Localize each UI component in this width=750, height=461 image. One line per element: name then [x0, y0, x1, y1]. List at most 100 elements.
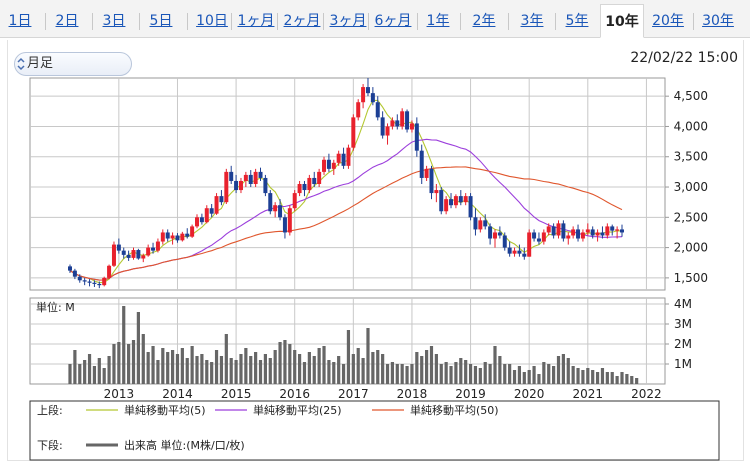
- volume-bar: [351, 354, 355, 384]
- candle-body: [610, 226, 615, 231]
- volume-bar: [488, 364, 492, 384]
- tab-2ヶ月[interactable]: 2ヶ月: [283, 13, 321, 29]
- tab-1日[interactable]: 1日: [8, 13, 32, 29]
- volume-bar: [415, 352, 419, 384]
- volume-bar: [156, 360, 160, 384]
- tab-1ヶ月[interactable]: 1ヶ月: [237, 13, 275, 29]
- volume-bar: [278, 342, 282, 384]
- volume-bar: [581, 370, 585, 384]
- volume-bar: [390, 362, 395, 384]
- tab-3年[interactable]: 3年: [520, 13, 544, 29]
- volume-bar: [395, 364, 399, 384]
- y-tick-label: 3,000: [674, 180, 708, 194]
- candle-body: [405, 111, 410, 130]
- legend-upper-label: 上段:: [37, 403, 63, 417]
- tab-10日[interactable]: 10日: [196, 13, 228, 29]
- volume-bar: [625, 374, 629, 384]
- tab-3日[interactable]: 3日: [102, 13, 126, 29]
- candle-body: [68, 266, 72, 271]
- candle-body: [258, 171, 263, 178]
- candle-body: [488, 226, 493, 239]
- tab-separator: [139, 13, 140, 30]
- tab-5年[interactable]: 5年: [565, 13, 589, 29]
- volume-bar: [552, 366, 556, 384]
- volume-bar: [449, 366, 453, 384]
- candle-body: [204, 208, 209, 223]
- tab-3ヶ月[interactable]: 3ヶ月: [329, 13, 367, 29]
- volume-bar: [293, 350, 297, 384]
- candle-body: [541, 232, 546, 242]
- legend-frame: [29, 400, 720, 461]
- tab-5日[interactable]: 5日: [149, 13, 173, 29]
- candle-body: [483, 220, 488, 227]
- tab-separator: [508, 13, 509, 30]
- volume-bar: [273, 350, 277, 384]
- tab-30年[interactable]: 30年: [702, 13, 734, 29]
- volume-bar: [141, 334, 145, 384]
- candle-body: [449, 199, 454, 206]
- volume-bar: [151, 346, 155, 384]
- candle-body: [571, 229, 576, 236]
- volume-bar: [556, 356, 561, 384]
- volume-bar: [322, 346, 326, 384]
- volume-bar: [600, 368, 605, 384]
- volume-bar: [586, 368, 590, 384]
- candle-body: [317, 171, 322, 184]
- candle-period-select[interactable]: 月足: [14, 52, 132, 76]
- y-tick-label: 2,000: [674, 241, 708, 255]
- y-tick-label: 4,500: [674, 89, 708, 103]
- legend-ma5-label: 単純移動平均(5): [124, 403, 206, 417]
- candle-body: [229, 171, 234, 181]
- tab-separator: [92, 13, 93, 30]
- y-tick-label: 4,000: [674, 119, 708, 133]
- candle-body: [361, 87, 366, 103]
- x-tick-label: 2013: [104, 387, 135, 401]
- candle-body: [517, 250, 522, 254]
- candle-body: [527, 232, 532, 257]
- volume-bar: [439, 364, 443, 384]
- tab-separator: [187, 13, 188, 30]
- volume-bar: [239, 354, 243, 384]
- volume-bar: [537, 374, 541, 384]
- candle-body: [312, 177, 317, 184]
- volume-y-tick-label: 2M: [674, 337, 692, 351]
- tab-2日[interactable]: 2日: [55, 13, 79, 29]
- candle-body: [615, 229, 620, 231]
- volume-bar: [78, 364, 82, 384]
- chevron-up-down-icon: [17, 57, 25, 71]
- candle-body: [512, 250, 517, 254]
- candle-body: [429, 168, 434, 194]
- volume-bar: [371, 352, 375, 384]
- candle-body: [605, 226, 610, 236]
- volume-bar: [146, 352, 150, 384]
- tab-20年[interactable]: 20年: [652, 13, 684, 29]
- tab-6ヶ月[interactable]: 6ヶ月: [374, 13, 412, 29]
- candle-body: [92, 282, 97, 284]
- volume-bar: [87, 354, 92, 384]
- tab-10年[interactable]: 10年: [600, 4, 644, 38]
- candle-body: [292, 193, 297, 209]
- candle-body: [175, 235, 180, 241]
- tab-2年[interactable]: 2年: [472, 13, 496, 29]
- timestamp: 22/02/22 15:00: [630, 50, 738, 66]
- x-tick-label: 2015: [221, 387, 252, 401]
- y-tick-label: 2,500: [674, 210, 708, 224]
- volume-bar: [219, 356, 224, 384]
- volume-bar: [127, 344, 131, 384]
- candle-body: [307, 177, 312, 191]
- volume-bar: [361, 358, 365, 384]
- candle-body: [165, 232, 170, 239]
- volume-bar: [493, 346, 497, 384]
- volume-bar: [68, 364, 72, 384]
- candle-body: [419, 150, 424, 178]
- candle-body: [102, 277, 107, 286]
- volume-bar: [161, 348, 165, 384]
- candle-body: [365, 87, 370, 94]
- candle-body: [585, 229, 590, 233]
- candle-body: [556, 223, 561, 236]
- tab-1年[interactable]: 1年: [426, 13, 450, 29]
- volume-bar: [356, 348, 360, 384]
- tab-separator: [368, 13, 369, 30]
- candle-body: [331, 162, 336, 169]
- candle-body: [151, 247, 156, 251]
